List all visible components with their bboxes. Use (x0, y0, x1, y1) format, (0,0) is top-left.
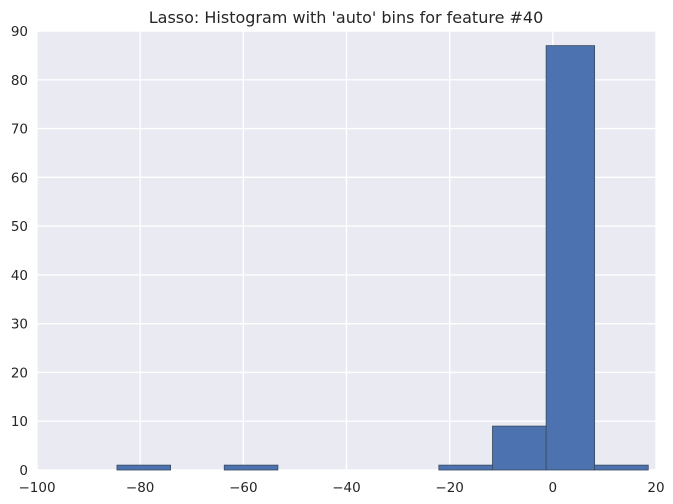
chart-title: Lasso: Histogram with 'auto' bins for fe… (149, 8, 544, 27)
x-tick-label: −40 (332, 480, 361, 496)
histogram-bar-0 (116, 464, 172, 471)
y-axis-ticks: 0 10 20 30 40 50 60 70 80 90 (11, 24, 28, 479)
y-tick-label: 40 (11, 268, 28, 284)
histogram-bar-8 (545, 45, 596, 471)
y-tick-label: 80 (11, 73, 28, 89)
y-tick-label: 30 (11, 317, 28, 333)
y-tick-label: 60 (11, 170, 28, 186)
y-tick-label: 10 (11, 414, 28, 430)
x-tick-label: 0 (549, 480, 558, 496)
histogram-bar-2 (223, 464, 279, 471)
y-tick-label: 90 (11, 24, 28, 40)
histogram-bar-7 (492, 425, 547, 471)
y-tick-label: 70 (11, 122, 28, 138)
histogram-bar-9 (594, 464, 649, 471)
x-tick-label: −60 (229, 480, 258, 496)
histogram-bars (116, 45, 649, 471)
y-tick-label: 50 (11, 219, 28, 235)
x-tick-label: −80 (126, 480, 155, 496)
x-tick-label: −20 (435, 480, 464, 496)
x-axis-ticks: −100 −80 −60 −40 −20 0 20 (18, 480, 664, 496)
histogram-bar-6 (438, 464, 493, 471)
y-tick-label: 20 (11, 365, 28, 381)
y-tick-label: 0 (19, 463, 28, 479)
x-tick-label: 20 (647, 480, 664, 496)
x-tick-label: −100 (18, 480, 55, 496)
